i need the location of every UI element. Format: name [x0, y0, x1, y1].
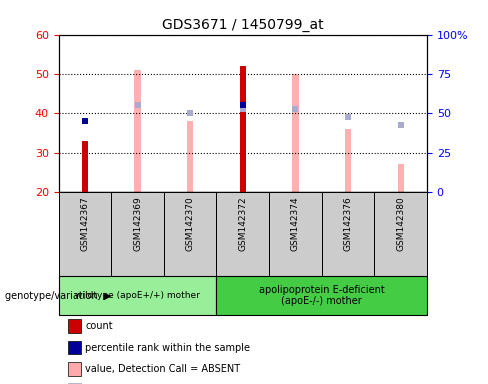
Text: apolipoprotein E-deficient
(apoE-/-) mother: apolipoprotein E-deficient (apoE-/-) mot… — [259, 285, 385, 306]
Text: GSM142370: GSM142370 — [185, 196, 195, 251]
Text: GSM142367: GSM142367 — [81, 196, 89, 251]
Bar — [59, 276, 217, 315]
Bar — [164, 192, 217, 276]
Text: percentile rank within the sample: percentile rank within the sample — [85, 343, 250, 353]
Bar — [345, 129, 351, 192]
Text: wildtype (apoE+/+) mother: wildtype (apoE+/+) mother — [75, 291, 200, 300]
Bar — [269, 192, 322, 276]
Bar — [187, 121, 193, 192]
Text: genotype/variation  ▶: genotype/variation ▶ — [5, 291, 111, 301]
Bar — [134, 70, 141, 192]
Text: GSM142369: GSM142369 — [133, 196, 142, 251]
Bar — [111, 192, 164, 276]
Bar — [217, 276, 427, 315]
Text: value, Detection Call = ABSENT: value, Detection Call = ABSENT — [85, 364, 241, 374]
Bar — [217, 192, 269, 276]
Text: GSM142374: GSM142374 — [291, 196, 300, 251]
Text: GSM142376: GSM142376 — [344, 196, 352, 251]
Bar — [81, 141, 88, 192]
Text: GSM142380: GSM142380 — [396, 196, 405, 251]
Bar — [59, 192, 111, 276]
Bar — [240, 66, 246, 192]
Bar — [374, 192, 427, 276]
Text: count: count — [85, 321, 113, 331]
Bar — [292, 74, 299, 192]
Bar — [398, 164, 404, 192]
Title: GDS3671 / 1450799_at: GDS3671 / 1450799_at — [162, 18, 324, 32]
Text: GSM142372: GSM142372 — [238, 196, 247, 251]
Bar — [322, 192, 374, 276]
